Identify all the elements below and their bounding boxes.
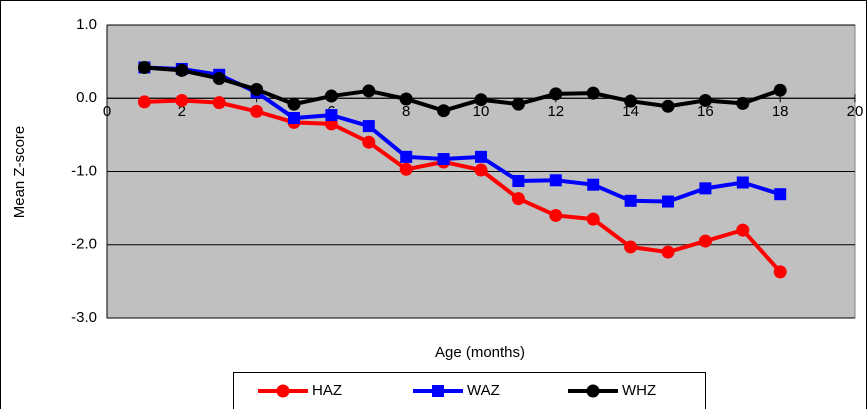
- data-point: [212, 96, 226, 110]
- data-point: [399, 92, 413, 106]
- data-point: [549, 208, 563, 222]
- data-point: [549, 87, 563, 101]
- data-point: [474, 163, 488, 177]
- x-tick-label: 16: [697, 103, 714, 120]
- data-point: [661, 245, 675, 259]
- data-point: [661, 99, 675, 113]
- data-point: [773, 265, 787, 279]
- data-point: [137, 60, 151, 74]
- legend-marker: [276, 384, 290, 398]
- x-tick-label: 8: [402, 103, 410, 120]
- data-point: [549, 174, 562, 187]
- data-point: [175, 63, 189, 77]
- data-point: [362, 135, 376, 149]
- legend-marker: [586, 384, 600, 398]
- x-tick-label: 18: [772, 103, 789, 120]
- data-point: [698, 93, 712, 107]
- y-tick-label: -3.0: [71, 309, 97, 326]
- x-tick-label: 12: [547, 103, 564, 120]
- y-tick-label: 1.0: [76, 16, 97, 33]
- legend-label: WAZ: [467, 382, 500, 399]
- data-point: [624, 194, 637, 207]
- data-point: [662, 195, 674, 208]
- legend-box: [233, 372, 706, 413]
- data-point: [624, 240, 638, 254]
- data-point: [511, 97, 525, 111]
- data-point: [624, 94, 638, 108]
- legend-label: HAZ: [312, 382, 342, 399]
- data-point: [512, 175, 525, 188]
- data-point: [362, 120, 375, 133]
- data-point: [400, 150, 413, 163]
- y-tick-label: 0.0: [76, 89, 97, 106]
- data-point: [362, 84, 376, 98]
- data-point: [587, 178, 600, 191]
- data-point: [137, 95, 151, 109]
- data-point: [250, 82, 264, 96]
- data-point: [475, 150, 487, 163]
- data-point: [511, 192, 525, 206]
- data-point: [773, 83, 787, 97]
- data-point: [699, 182, 712, 195]
- y-tick-label: -1.0: [71, 162, 97, 179]
- y-axis-label: Mean Z-score: [11, 126, 28, 219]
- data-point: [774, 188, 787, 201]
- data-point: [212, 71, 226, 85]
- data-point: [250, 104, 264, 118]
- x-tick-label: 10: [473, 103, 490, 120]
- data-point: [736, 223, 750, 237]
- data-point: [736, 176, 749, 189]
- data-point: [287, 97, 301, 111]
- x-tick-label: 20: [847, 103, 864, 120]
- x-axis-label: Age (months): [435, 344, 525, 361]
- y-tick-label: -2.0: [71, 236, 97, 253]
- data-point: [474, 93, 488, 107]
- data-point: [175, 93, 189, 107]
- data-point: [437, 153, 450, 166]
- x-tick-label: 14: [622, 103, 639, 120]
- x-tick-label: 2: [178, 103, 186, 120]
- data-point: [586, 212, 600, 226]
- x-tick-label: 0: [103, 103, 111, 120]
- data-point: [399, 162, 413, 176]
- data-point: [325, 109, 338, 122]
- legend-marker: [432, 385, 444, 397]
- data-point: [698, 234, 712, 248]
- data-point: [324, 89, 338, 103]
- data-point: [288, 112, 300, 125]
- legend-label: WHZ: [622, 382, 656, 399]
- data-point: [736, 96, 750, 110]
- data-point: [586, 86, 600, 100]
- data-point: [437, 104, 451, 118]
